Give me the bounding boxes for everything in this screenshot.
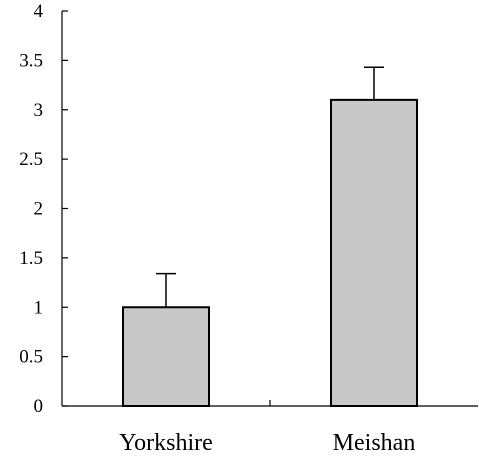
bar-yorkshire [122,306,210,407]
bar-meishan [330,98,418,407]
y-tick-label: 1 [34,297,44,318]
y-tick-label: 4 [34,1,44,22]
category-label-yorkshire: Yorkshire [119,430,213,456]
y-tick-label: 2 [34,199,44,220]
bars [122,98,418,407]
y-tick-label: 3 [34,100,44,121]
y-axis: 0 0.5 1 1.5 2 2.5 3 3.5 4 [19,1,68,417]
y-tick-label: 0.5 [19,347,43,368]
error-bars [156,66,384,308]
y-tick-label: 1.5 [19,248,43,269]
y-tick-label: 0 [34,396,44,417]
category-label-meishan: Meishan [333,430,416,456]
category-labels: Yorkshire Meishan [119,430,415,456]
y-tick-label: 3.5 [19,50,43,71]
y-tick-label: 2.5 [19,149,43,170]
